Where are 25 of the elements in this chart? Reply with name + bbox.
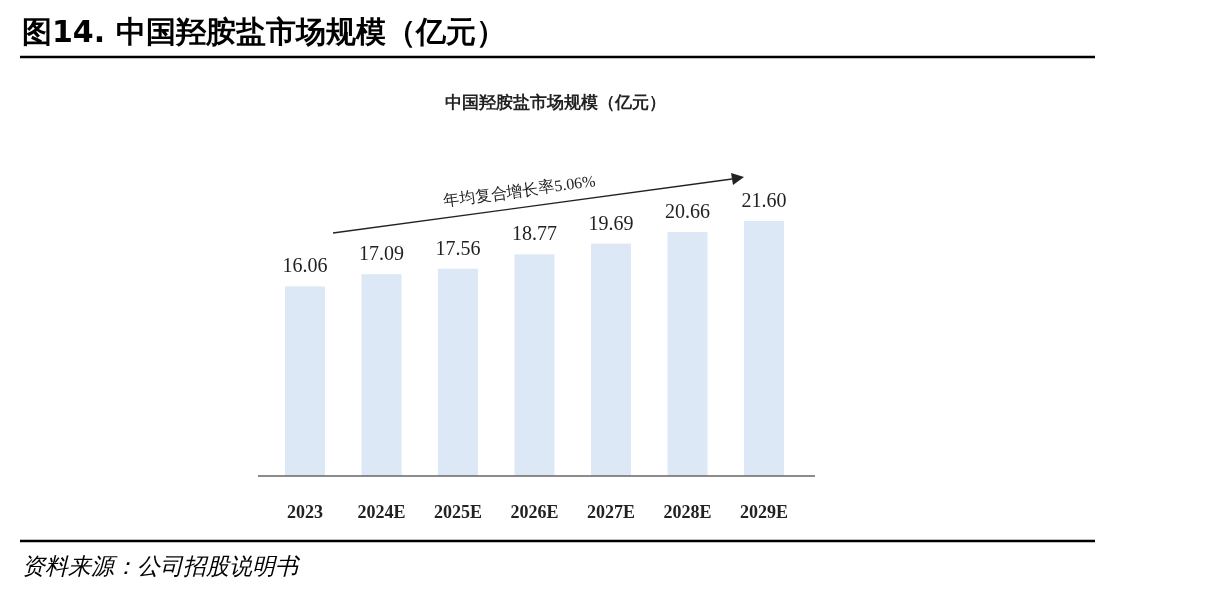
x-tick-label: 2026E [510,502,559,522]
chart-title: 图14. 中国羟胺盐市场规模（亿元） [22,14,506,49]
bar [514,254,555,476]
x-tick-label: 2023 [287,502,323,522]
x-tick-label: 2027E [586,502,636,522]
data-label: 17.56 [435,236,481,259]
x-tick-label: 2024E [357,502,406,522]
bar [744,221,784,476]
chart-subtitle: 中国羟胺盐市场规模（亿元） [444,93,666,112]
data-label: 21.60 [741,189,787,211]
text: 资料来源：公司招股说明书 [22,554,301,579]
data-label: 16.06 [282,254,328,277]
data-label: 18.77 [512,222,557,245]
bar [438,268,478,476]
x-tick-label: 2029E [739,502,789,522]
data-label: 20.66 [665,200,710,223]
bar [667,232,708,476]
data-label: 19.69 [588,211,634,234]
x-tick-label: 2028E [663,502,712,522]
bar [591,243,631,476]
data-label: 17.09 [359,242,404,265]
text: 年均复合增长率5.06% [442,172,597,209]
bar [361,274,402,476]
x-tick-label: 2025E [433,502,483,522]
bar [285,286,325,476]
